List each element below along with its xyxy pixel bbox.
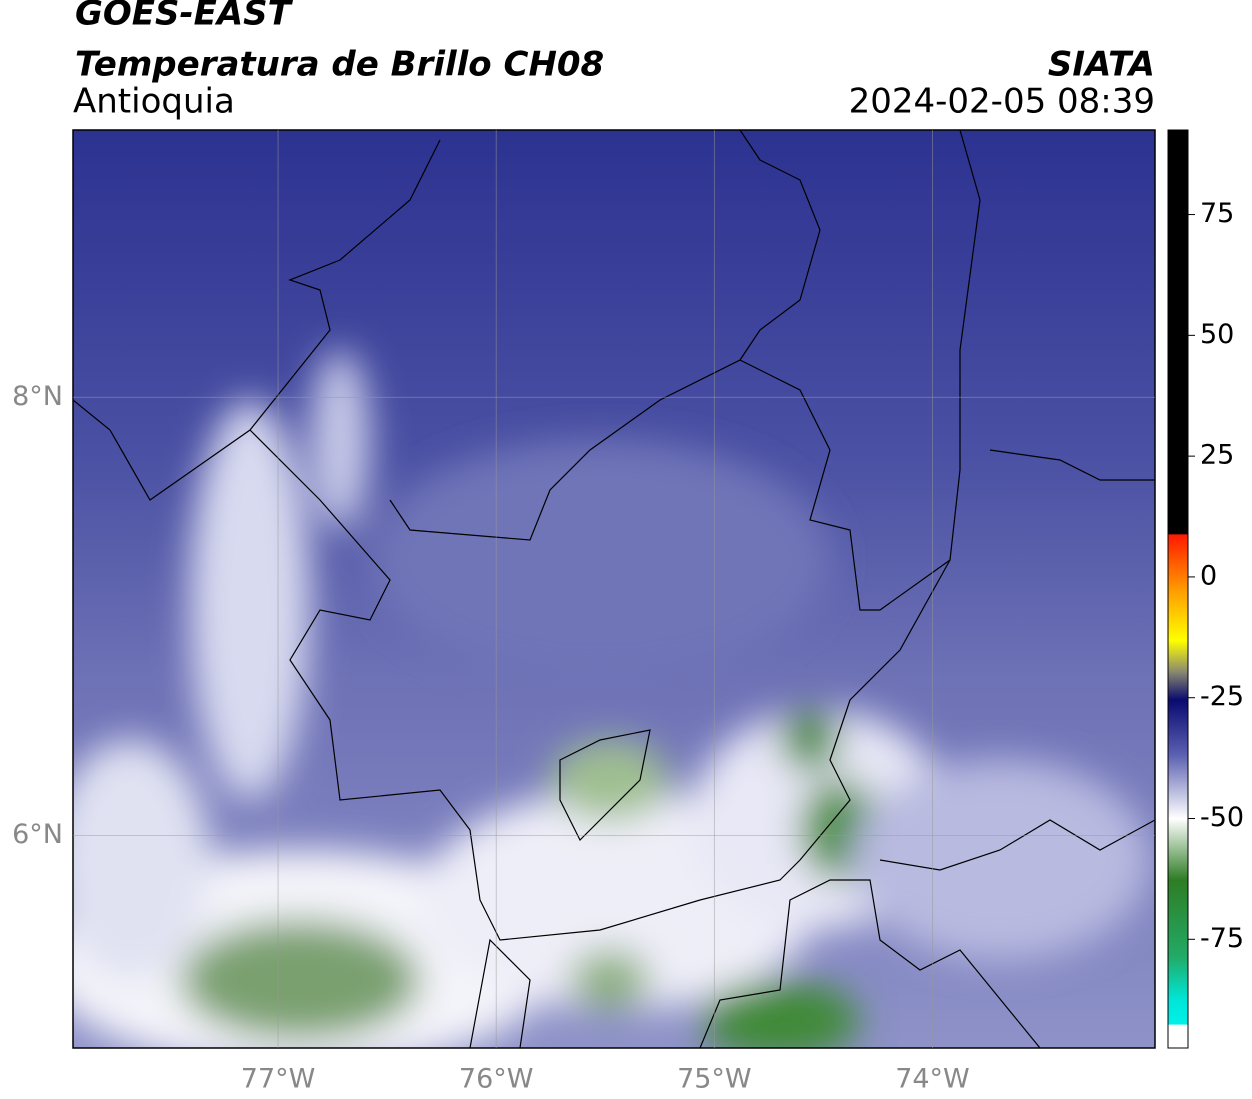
x-tick-label: 77°W	[241, 1064, 316, 1095]
region: Antioquia	[73, 82, 235, 122]
colorbar-tick-label: -50	[1200, 802, 1244, 833]
x-tick-label: 75°W	[677, 1064, 752, 1095]
title: GOES-EAST	[75, 0, 294, 34]
x-tick-label: 76°W	[459, 1064, 534, 1095]
y-tick-label: 6°N	[12, 819, 63, 850]
colorbar-tick-label: -25	[1200, 681, 1244, 712]
x-tick-label: 74°W	[895, 1064, 970, 1095]
colorbar-tick-label: 50	[1200, 319, 1234, 350]
colorbar-tick-label: 75	[1200, 198, 1234, 229]
borders	[73, 130, 1155, 1048]
colorbar-tick-label: 25	[1200, 440, 1234, 471]
colorbar	[1167, 129, 1189, 1049]
datetime: 2024-02-05 08:39	[849, 82, 1155, 122]
colorbar-tick-label: 0	[1200, 560, 1217, 591]
y-tick-label: 8°N	[12, 381, 63, 412]
subtitle: Temperatura de Brillo CH08	[75, 45, 604, 85]
map-frame	[72, 129, 1156, 1049]
source: SIATA	[1048, 45, 1155, 85]
map-image	[73, 130, 1155, 1048]
colorbar-tick-label: -75	[1200, 923, 1244, 954]
